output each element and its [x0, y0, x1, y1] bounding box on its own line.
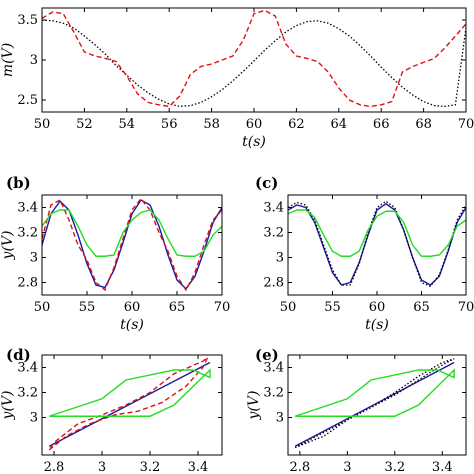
panel-letter-e: (e): [255, 346, 279, 364]
y-tick-label-c: 3: [276, 251, 284, 266]
series-b-1-line: [42, 197, 222, 292]
x-tick-label-b: 60: [124, 300, 141, 315]
panel-c: 50 55 60 65 70 2.8 3 3.2 3.4 t(s) (c): [255, 174, 474, 333]
panel-a: 50 52 54 56 58 60 62 64 66 68 70 2.5 3 3.5 t(s) m(V): [0, 7, 474, 150]
x-tick-label-c: 70: [458, 300, 474, 315]
x-axis-label-c: t(s): [365, 317, 389, 333]
x-tick-label-d: 2.8: [44, 460, 65, 474]
x-tick-label-a: 52: [76, 117, 93, 132]
y-tick-label-e: 3: [276, 411, 284, 426]
x-tick-label-e: 3.2: [384, 460, 405, 474]
x-tick-label-a: 54: [119, 117, 136, 132]
y-tick-label-d: 3.4: [17, 361, 38, 376]
y-axis-label-b: y(V): [0, 231, 16, 261]
y-tick-label-c: 3.4: [263, 201, 284, 216]
plot-frame-d: [41, 354, 223, 456]
x-tick-label-a: 58: [203, 117, 220, 132]
y-tick-label-d: 3: [30, 411, 38, 426]
x-tick-label-b: 50: [34, 300, 51, 315]
y-tick-label-d: 3.2: [17, 386, 38, 401]
y-axis-label-e: y(V): [246, 391, 262, 421]
y-tick-label-e: 3.4: [263, 361, 284, 376]
x-tick-label-d: 3.4: [188, 460, 209, 474]
x-tick-label-a: 66: [373, 117, 390, 132]
x-tick-label-b: 65: [169, 300, 186, 315]
y-axis-label-d: y(V): [0, 391, 16, 421]
series-a-1-line: [42, 9, 466, 108]
y-axis-label-a: m(V): [0, 43, 16, 77]
panel-letter-d: (d): [6, 346, 31, 364]
plot-frame-e: [287, 354, 467, 456]
x-tick-label-a: 70: [458, 117, 474, 132]
x-tick-label-c: 50: [280, 300, 297, 315]
x-tick-label-a: 60: [246, 117, 263, 132]
series-d-2-line: [48, 368, 211, 417]
series-b-2-line: [42, 209, 222, 257]
x-tick-label-e: 2.8: [290, 460, 311, 474]
panel-letter-c: (c): [255, 174, 278, 192]
x-tick-label-e: 3.4: [432, 460, 453, 474]
x-tick-label-b: 70: [214, 300, 231, 315]
x-tick-label-a: 62: [288, 117, 305, 132]
y-tick-label-b: 3.4: [17, 201, 38, 216]
y-tick-label-b: 3.2: [17, 226, 38, 241]
y-tick-label-a: 3.5: [17, 13, 38, 28]
series-e-0-line: [294, 361, 455, 447]
y-tick-label-b: 3: [30, 251, 38, 266]
x-tick-label-a: 64: [331, 117, 348, 132]
series-b-0-line: [42, 199, 222, 290]
panel-e: 2.8 3 3.2 3.433.23.4y(V)(e): [246, 346, 467, 474]
series-a-0-line: [42, 19, 466, 108]
panel-letter-b: (b): [6, 174, 31, 192]
x-tick-label-a: 50: [34, 117, 51, 132]
x-tick-label-d: 3: [98, 460, 106, 474]
y-tick-label-a: 3: [30, 53, 38, 68]
x-tick-label-c: 60: [369, 300, 386, 315]
x-axis-label-a: t(s): [242, 134, 266, 150]
panel-d: 2.8 3 3.2 3.433.23.4y(V)(d): [0, 346, 223, 474]
panel-b: 50 55 60 65 70 2.8 3 3.2 3.4 t(s) y(V) (b): [0, 174, 230, 333]
x-tick-label-b: 55: [79, 300, 96, 315]
x-tick-label-e: 3: [343, 460, 351, 474]
x-tick-label-d: 3.2: [140, 460, 161, 474]
series-d-0-line: [48, 361, 211, 447]
y-tick-label-a: 2.5: [17, 93, 38, 108]
y-tick-label-c: 2.8: [263, 276, 284, 291]
series-c-2-line: [288, 209, 466, 257]
x-tick-label-a: 56: [161, 117, 178, 132]
series-c-1-line: [288, 200, 466, 288]
x-tick-label-c: 55: [324, 300, 341, 315]
x-axis-label-b: t(s): [120, 317, 144, 333]
series-e-1-line: [294, 358, 455, 449]
x-tick-label-c: 65: [413, 300, 430, 315]
series-d-1-line: [48, 356, 209, 451]
series-e-2-line: [294, 368, 455, 417]
x-tick-label-a: 68: [415, 117, 432, 132]
y-tick-label-e: 3.2: [263, 386, 284, 401]
y-tick-label-c: 3.2: [263, 226, 284, 241]
y-tick-label-b: 2.8: [17, 276, 38, 291]
